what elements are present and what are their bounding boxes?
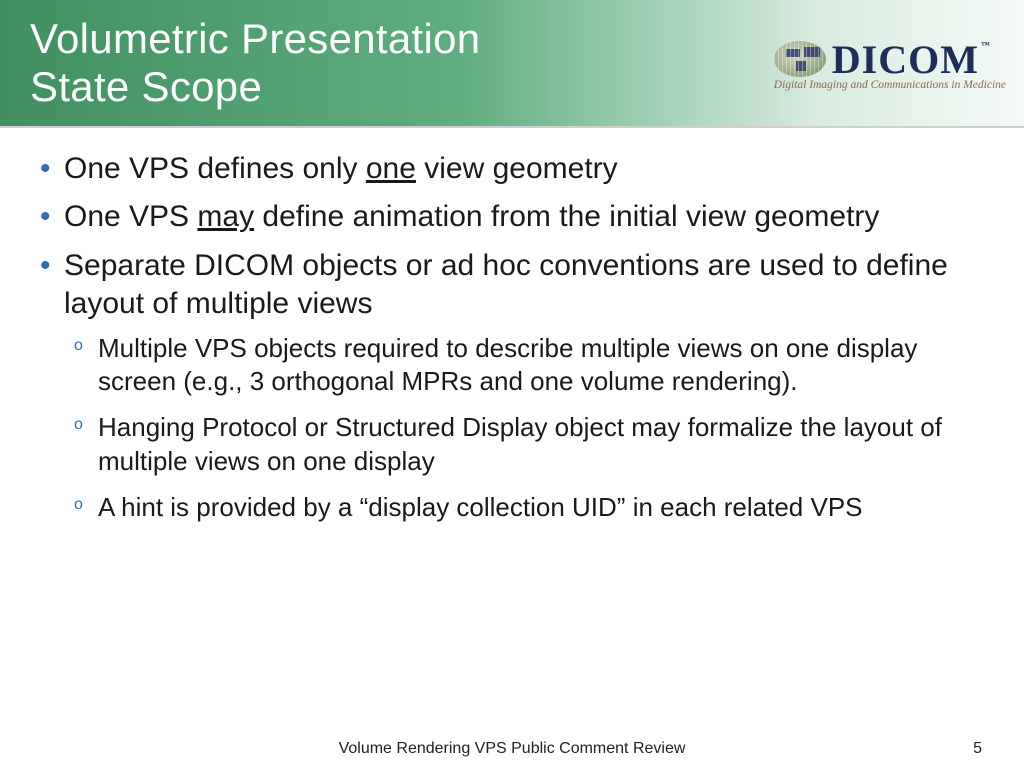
bullet-text-underline: one <box>366 152 416 185</box>
sub-bullet-item: Hanging Protocol or Structured Display o… <box>64 411 990 479</box>
logo-wordmark: DICOM™ <box>832 36 989 83</box>
bullet-item: Separate DICOM objects or ad hoc convent… <box>34 247 990 525</box>
logo-row: DICOM™ <box>774 36 1006 83</box>
bullet-text: Separate DICOM objects or ad hoc convent… <box>64 249 948 320</box>
title-line-1: Volumetric Presentation <box>30 15 480 63</box>
bullet-item: One VPS defines only one view geometry <box>34 150 990 188</box>
footer-text: Volume Rendering VPS Public Comment Revi… <box>0 740 1024 758</box>
bullet-text-post: define animation from the initial view g… <box>254 200 879 233</box>
sub-bullet-text: Hanging Protocol or Structured Display o… <box>98 412 942 476</box>
bullet-item: One VPS may define animation from the in… <box>34 198 990 236</box>
sub-bullet-item: Multiple VPS objects required to describ… <box>64 332 990 400</box>
header: Volumetric Presentation State Scope DICO… <box>0 0 1024 128</box>
bullet-list: One VPS defines only one view geometry O… <box>34 150 990 525</box>
title-line-2: State Scope <box>30 63 480 111</box>
dicom-logo: DICOM™ Digital Imaging and Communication… <box>774 36 1006 91</box>
page-number: 5 <box>973 740 982 758</box>
bullet-text-pre: One VPS <box>64 200 197 233</box>
sub-bullet-list: Multiple VPS objects required to describ… <box>64 332 990 525</box>
slide-title: Volumetric Presentation State Scope <box>30 15 480 112</box>
sub-bullet-item: A hint is provided by a “display collect… <box>64 491 990 525</box>
logo-word: DICOM <box>832 37 979 82</box>
bullet-text-underline: may <box>197 200 254 233</box>
bullet-text-pre: One VPS defines only <box>64 152 366 185</box>
bullet-text-post: view geometry <box>416 152 618 185</box>
logo-tm: ™ <box>981 40 991 50</box>
globe-icon <box>774 41 826 77</box>
body: One VPS defines only one view geometry O… <box>0 128 1024 768</box>
sub-bullet-text: A hint is provided by a “display collect… <box>98 492 863 522</box>
slide: Volumetric Presentation State Scope DICO… <box>0 0 1024 768</box>
sub-bullet-text: Multiple VPS objects required to describ… <box>98 333 917 397</box>
